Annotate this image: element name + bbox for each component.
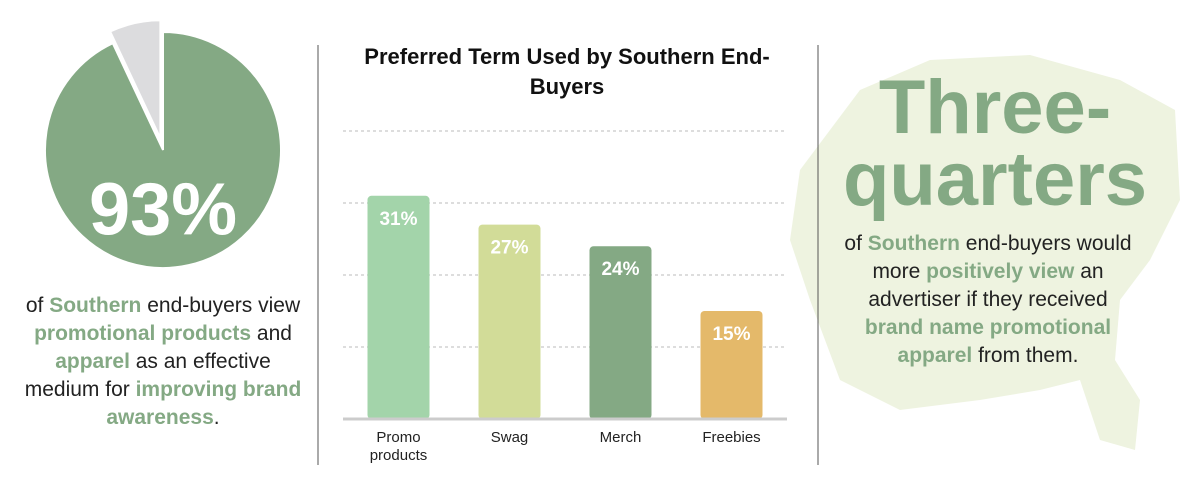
x-tick-label: Freebies [702,429,761,446]
highlight-text: brand name promotional apparel [864,316,1112,367]
text: of [844,232,868,255]
x-tick-label: Promo products [369,429,428,464]
text: . [213,406,220,429]
bar [589,246,652,419]
pie-slice [44,30,282,269]
value-label: 24% [601,259,639,280]
highlight-text: Southern [867,232,960,255]
text: end-buyers view [141,294,301,317]
x-tick-label: Merch [599,429,642,446]
text: from them. [972,344,1079,367]
text: and [251,322,292,345]
bar [478,224,541,419]
highlight-text: Southern [49,294,142,317]
text: as an effective medium for [24,350,271,401]
bar [700,311,763,419]
chart-title: Preferred Term Used by Southern End-Buye… [364,44,770,99]
value-label: 31% [379,209,417,230]
left-text: of Southern end-buyers view promotional … [18,292,308,432]
text: an advertiser if they received [868,260,1108,311]
bar [367,195,430,419]
text: of [25,294,50,317]
highlight-text: promotional products [34,322,252,345]
right-text: of Southern end-buyers would more positi… [838,230,1138,370]
highlight-text: apparel [55,350,130,373]
value-label: 27% [490,238,528,259]
value-label: 15% [712,324,750,345]
pie-slice [108,19,162,139]
x-tick-label: Swag [490,429,529,446]
map-background [790,55,1180,450]
text: end-buyers would more [872,232,1132,283]
highlight-text: positively view [926,260,1075,283]
right-heading: Three-quarters [842,65,1148,222]
highlight-text: improving brand awareness [106,378,302,429]
pie-label: 93% [89,168,237,251]
